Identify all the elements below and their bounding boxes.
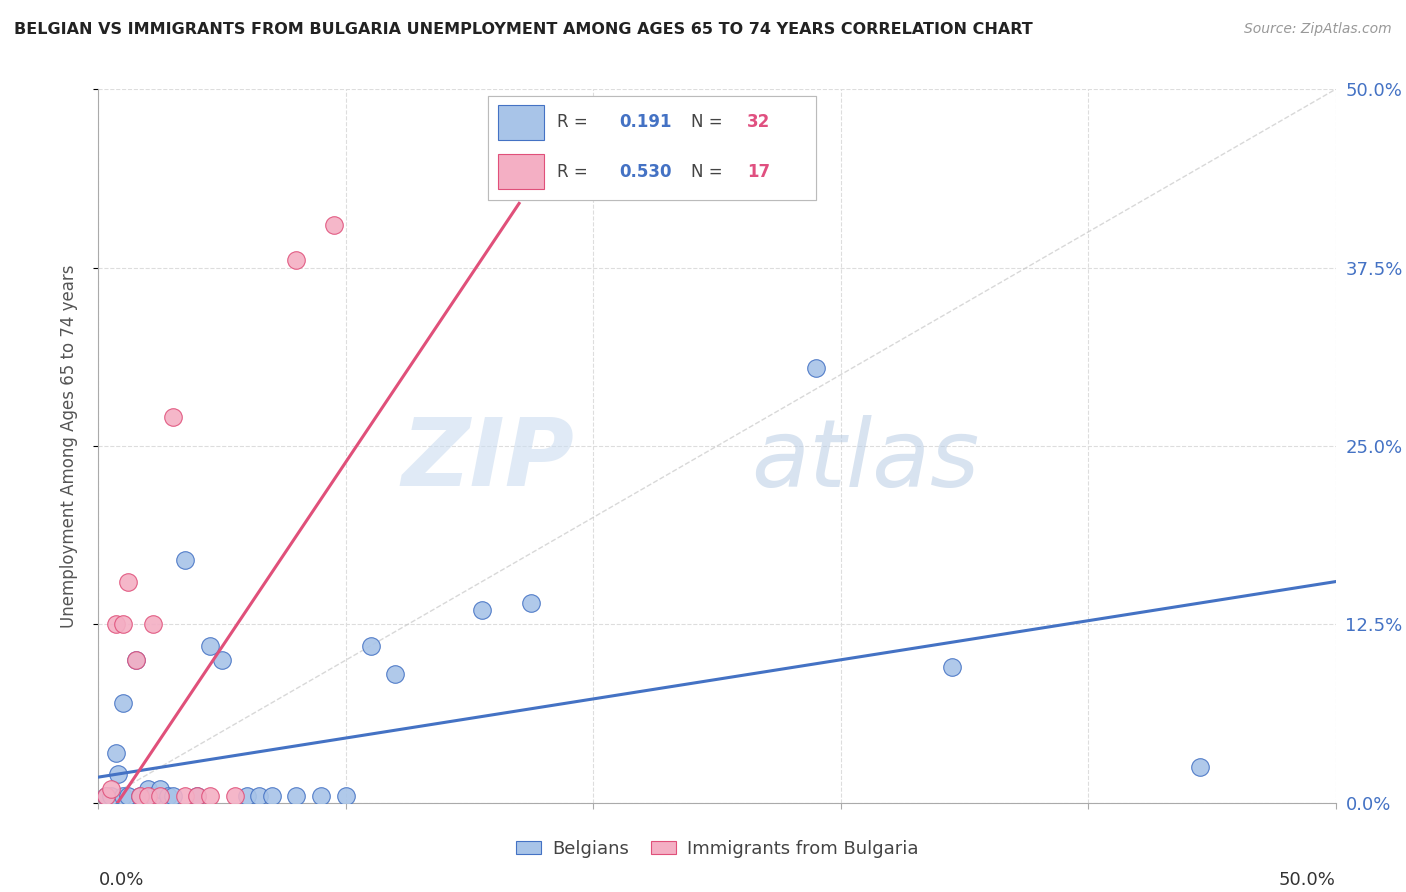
Point: [224, 789, 246, 803]
Point: [156, 789, 179, 803]
Point: [112, 696, 135, 710]
Point: [136, 781, 159, 796]
Point: [149, 789, 172, 803]
Point: [136, 789, 159, 803]
Point: [112, 617, 135, 632]
Point: [186, 789, 208, 803]
Point: [607, 168, 630, 182]
Point: [1188, 760, 1211, 774]
Point: [335, 789, 357, 803]
Point: [186, 789, 208, 803]
Point: [124, 653, 146, 667]
Y-axis label: Unemployment Among Ages 65 to 74 years: Unemployment Among Ages 65 to 74 years: [59, 264, 77, 628]
Point: [149, 781, 172, 796]
Text: ZIP: ZIP: [402, 414, 575, 507]
Point: [941, 660, 963, 674]
Text: atlas: atlas: [751, 415, 980, 506]
Point: [104, 617, 127, 632]
Point: [198, 789, 221, 803]
Point: [804, 360, 827, 375]
Point: [309, 789, 332, 803]
Point: [142, 617, 165, 632]
Point: [112, 789, 135, 803]
Point: [162, 789, 184, 803]
Point: [94, 789, 117, 803]
Point: [285, 789, 308, 803]
Point: [162, 410, 184, 425]
Point: [211, 653, 233, 667]
Point: [384, 667, 406, 681]
Point: [107, 767, 129, 781]
Point: [520, 596, 543, 610]
Point: [142, 789, 165, 803]
Point: [117, 574, 139, 589]
Point: [174, 553, 197, 567]
Point: [322, 218, 344, 232]
Point: [285, 253, 308, 268]
Text: 50.0%: 50.0%: [1279, 871, 1336, 889]
Text: 0.0%: 0.0%: [98, 871, 143, 889]
Point: [100, 781, 122, 796]
Point: [174, 789, 197, 803]
Point: [360, 639, 382, 653]
Point: [471, 603, 494, 617]
Text: BELGIAN VS IMMIGRANTS FROM BULGARIA UNEMPLOYMENT AMONG AGES 65 TO 74 YEARS CORRE: BELGIAN VS IMMIGRANTS FROM BULGARIA UNEM…: [14, 22, 1033, 37]
Point: [129, 789, 152, 803]
Point: [260, 789, 283, 803]
Text: Source: ZipAtlas.com: Source: ZipAtlas.com: [1244, 22, 1392, 37]
Point: [124, 653, 146, 667]
Legend: Belgians, Immigrants from Bulgaria: Belgians, Immigrants from Bulgaria: [509, 833, 925, 865]
Point: [198, 639, 221, 653]
Point: [117, 789, 139, 803]
Point: [247, 789, 270, 803]
Point: [104, 746, 127, 760]
Point: [94, 789, 117, 803]
Point: [236, 789, 259, 803]
Point: [100, 789, 122, 803]
Point: [129, 789, 152, 803]
